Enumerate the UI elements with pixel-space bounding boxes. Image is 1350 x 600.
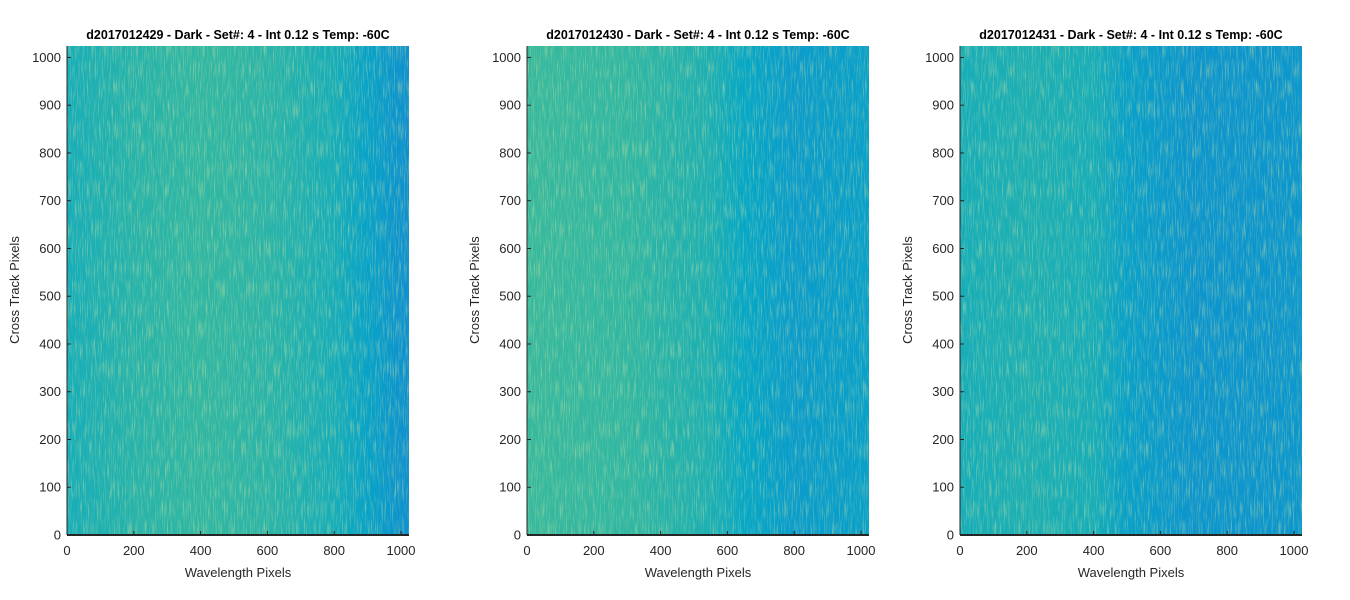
y-tick-label: 200 <box>39 432 61 447</box>
y-tick-label: 1000 <box>492 50 521 65</box>
y-tick-label: 0 <box>514 528 521 543</box>
x-tick-label: 800 <box>323 543 345 558</box>
y-tick-label: 900 <box>499 98 521 113</box>
x-tick-label: 1000 <box>847 543 876 558</box>
x-ticks-2: 0 200 400 600 800 1000 <box>523 531 875 558</box>
x-tick-label: 600 <box>1150 543 1172 558</box>
y-tick-label: 200 <box>932 432 954 447</box>
y-tick-label: 1000 <box>32 50 61 65</box>
y-tick-label: 500 <box>39 289 61 304</box>
x-tick-label: 0 <box>956 543 963 558</box>
x-tick-label: 0 <box>63 543 70 558</box>
x-tick-label: 0 <box>523 543 530 558</box>
y-axis-label-3: Cross Track Pixels <box>900 236 915 344</box>
y-tick-label: 700 <box>499 193 521 208</box>
y-tick-label: 800 <box>499 145 521 160</box>
x-tick-label: 600 <box>257 543 279 558</box>
x-tick-label: 400 <box>650 543 672 558</box>
x-tick-label: 200 <box>1016 543 1038 558</box>
y-tick-label: 500 <box>932 289 954 304</box>
y-tick-label: 0 <box>947 528 954 543</box>
y-tick-label: 800 <box>932 145 954 160</box>
y-tick-label: 500 <box>499 289 521 304</box>
x-tick-label: 400 <box>190 543 212 558</box>
y-tick-label: 400 <box>499 336 521 351</box>
x-tick-label: 200 <box>123 543 145 558</box>
y-tick-label: 400 <box>39 336 61 351</box>
y-tick-label: 200 <box>499 432 521 447</box>
x-tick-label: 600 <box>717 543 739 558</box>
x-tick-label: 400 <box>1083 543 1105 558</box>
y-tick-label: 100 <box>499 480 521 495</box>
x-tick-label: 800 <box>1216 543 1238 558</box>
y-tick-label: 300 <box>932 384 954 399</box>
x-tick-label: 800 <box>783 543 805 558</box>
x-tick-label: 1000 <box>1280 543 1309 558</box>
x-ticks-3: 0 200 400 600 800 1000 <box>956 531 1308 558</box>
x-axis-label-3: Wavelength Pixels <box>1078 565 1185 580</box>
heatmap-noise-1 <box>67 46 409 535</box>
x-ticks-1: 0 200 400 600 800 1000 <box>63 531 415 558</box>
y-ticks-1: 0 100 200 300 400 500 600 700 800 900 1000 <box>32 50 71 543</box>
y-ticks-2: 0 100 200 300 400 500 600 700 800 900 1000 <box>492 50 531 543</box>
y-tick-label: 600 <box>39 241 61 256</box>
y-tick-label: 0 <box>54 528 61 543</box>
y-tick-label: 100 <box>932 480 954 495</box>
y-tick-label: 800 <box>39 145 61 160</box>
y-tick-label: 300 <box>499 384 521 399</box>
heatmap-noise-3 <box>960 46 1302 535</box>
y-tick-label: 300 <box>39 384 61 399</box>
panel-2: d2017012430 - Dark - Set#: 4 - Int 0.12 … <box>467 28 875 580</box>
x-tick-label: 1000 <box>387 543 416 558</box>
x-axis-label-1: Wavelength Pixels <box>185 565 292 580</box>
y-axis-label-2: Cross Track Pixels <box>467 236 482 344</box>
y-tick-label: 900 <box>932 98 954 113</box>
chart-title-2: d2017012430 - Dark - Set#: 4 - Int 0.12 … <box>546 28 849 42</box>
heatmap-noise-2 <box>527 46 869 535</box>
y-tick-label: 600 <box>932 241 954 256</box>
panel-1: d2017012429 - Dark - Set#: 4 - Int 0.12 … <box>7 28 415 580</box>
chart-title-1: d2017012429 - Dark - Set#: 4 - Int 0.12 … <box>86 28 389 42</box>
y-tick-label: 700 <box>932 193 954 208</box>
y-tick-label: 600 <box>499 241 521 256</box>
chart-title-3: d2017012431 - Dark - Set#: 4 - Int 0.12 … <box>979 28 1282 42</box>
y-tick-label: 700 <box>39 193 61 208</box>
y-tick-label: 1000 <box>925 50 954 65</box>
x-axis-label-2: Wavelength Pixels <box>645 565 752 580</box>
panel-3: d2017012431 - Dark - Set#: 4 - Int 0.12 … <box>900 28 1308 580</box>
y-axis-label-1: Cross Track Pixels <box>7 236 22 344</box>
x-tick-label: 200 <box>583 543 605 558</box>
y-tick-label: 900 <box>39 98 61 113</box>
y-tick-label: 400 <box>932 336 954 351</box>
y-ticks-3: 0 100 200 300 400 500 600 700 800 900 1000 <box>925 50 964 543</box>
y-tick-label: 100 <box>39 480 61 495</box>
